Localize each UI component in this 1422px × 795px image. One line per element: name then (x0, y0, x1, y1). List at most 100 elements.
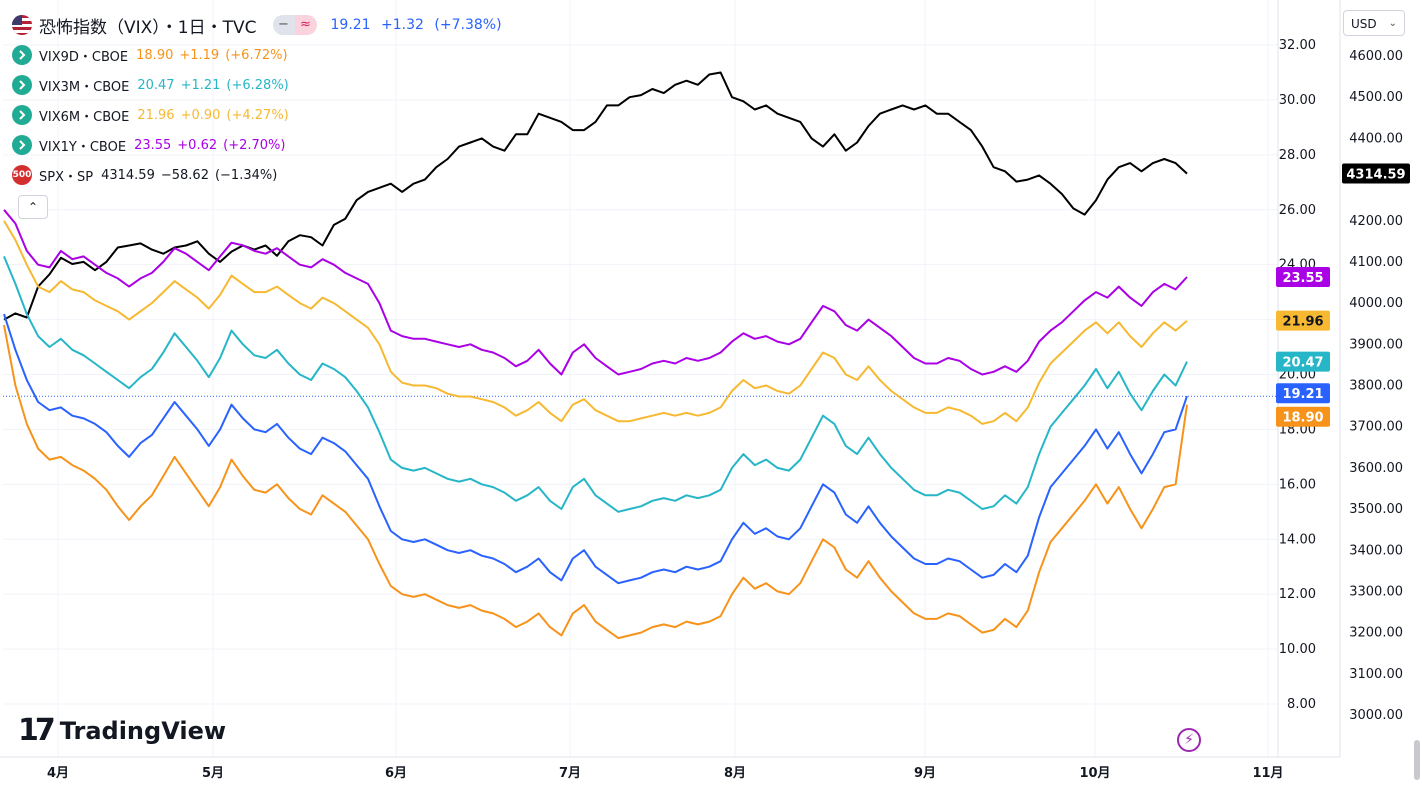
legend-pct: (+6.72%) (225, 47, 288, 63)
legend-pct: (+6.28%) (226, 77, 289, 93)
price-tag-label: 19.21 (1282, 387, 1323, 402)
tradingview-logo[interactable]: 17 TradingView (18, 713, 226, 748)
legend-row[interactable]: VIX1Y・CBOE 23.55 +0.62 (+2.70%) (12, 130, 508, 160)
legend-symbol: VIX3M・CBOE (39, 79, 130, 95)
series-line-spx[interactable] (3, 71, 1188, 321)
tv-logo-mark: 17 (18, 713, 56, 748)
legend-symbol: VIX9D・CBOE (39, 49, 129, 65)
price-tag-label: 20.47 (1282, 356, 1323, 371)
legend-change: −58.62 (160, 167, 209, 183)
left-axis-tick: 10.00 (1279, 642, 1316, 657)
legend-row[interactable]: VIX9D・CBOE 18.90 +1.19 (+6.72%) (12, 40, 508, 70)
legend-row[interactable]: VIX6M・CBOE 21.96 +0.90 (+4.27%) (12, 100, 508, 130)
left-axis-tick: 30.00 (1279, 93, 1316, 108)
left-axis-tick: 32.00 (1279, 38, 1316, 53)
right-axis-tick: 3900.00 (1349, 337, 1403, 352)
right-axis-tick: 3100.00 (1349, 667, 1403, 682)
price-tag-bg (1276, 267, 1330, 288)
right-axis-tick: 4500.00 (1349, 90, 1403, 105)
arrow-right-icon (12, 105, 32, 125)
right-axis-tick: 3300.00 (1349, 584, 1403, 599)
main-values: 19.21 +1.32 (+7.38%) (331, 17, 508, 33)
legend: 恐怖指数（VIX）・1日・TVC − ≈ 19.21 +1.32 (+7.38%… (12, 10, 508, 190)
series-line-vix6m[interactable] (3, 220, 1188, 425)
legend-last: 20.47 (137, 77, 175, 93)
legend-symbol: VIX6M・CBOE (39, 109, 130, 125)
legend-row[interactable]: 500 SPX・SP 4314.59 −58.62 (−1.34%) (12, 160, 508, 190)
right-axis-tick: 3000.00 (1349, 708, 1403, 723)
time-axis-tick: 7月 (559, 766, 581, 781)
lightning-icon[interactable]: ⚡ (1177, 728, 1201, 752)
left-axis-tick: 26.00 (1279, 203, 1316, 218)
legend-change: +1.19 (179, 47, 220, 63)
time-axis-tick: 9月 (914, 766, 936, 781)
price-tag-bg (1276, 310, 1330, 331)
tv-logo-word: TradingView (59, 716, 227, 745)
main-last: 19.21 (330, 17, 371, 33)
legend-last: 18.90 (136, 47, 174, 63)
left-axis-tick: 28.00 (1279, 148, 1316, 163)
legend-last: 4314.59 (101, 167, 155, 183)
right-axis-tick: 3500.00 (1349, 502, 1403, 517)
main-change-pct: (+7.38%) (434, 17, 502, 33)
legend-symbol: SPX・SP (39, 169, 94, 185)
legend-last: 21.96 (137, 107, 175, 123)
legend-symbol: VIX1Y・CBOE (39, 139, 127, 155)
right-axis-tick: 4000.00 (1349, 296, 1403, 311)
price-tag-label: 4314.59 (1346, 168, 1405, 183)
left-axis-tick: 14.00 (1279, 532, 1316, 547)
series-line-vix9d[interactable] (3, 324, 1188, 640)
us-flag-icon (12, 15, 32, 35)
legend-last: 23.55 (134, 137, 172, 153)
time-axis-tick: 6月 (385, 766, 407, 781)
right-axis-tick: 3600.00 (1349, 461, 1403, 476)
series-line-vix3m[interactable] (3, 256, 1188, 513)
legend-pct: (+4.27%) (226, 107, 289, 123)
right-axis-tick: 4600.00 (1349, 49, 1403, 64)
arrow-right-icon (12, 135, 32, 155)
price-tag-label: 23.55 (1282, 271, 1323, 286)
time-axis-tick: 4月 (47, 766, 69, 781)
left-axis-tick: 16.00 (1279, 477, 1316, 492)
series-line-vix1y[interactable] (3, 209, 1188, 376)
legend-change: +0.62 (177, 137, 218, 153)
right-axis-tick: 4200.00 (1349, 214, 1403, 229)
right-axis-tick: 3200.00 (1349, 626, 1403, 641)
series-line-vix[interactable] (3, 313, 1188, 585)
main-symbol-title[interactable]: 恐怖指数（VIX）・1日・TVC (39, 17, 257, 38)
price-tag-label: 21.96 (1282, 315, 1323, 330)
right-axis-tick: 3700.00 (1349, 420, 1403, 435)
legend-change: +0.90 (180, 107, 221, 123)
legend-pct: (−1.34%) (214, 167, 278, 183)
legend-change: +1.21 (180, 77, 221, 93)
right-axis-tick: 3400.00 (1349, 543, 1403, 558)
chart-style-toggle[interactable]: − ≈ (272, 15, 317, 35)
main-change: +1.32 (381, 17, 424, 33)
collapse-legend-button[interactable]: ⌃ (18, 195, 48, 219)
minus-icon[interactable]: − (272, 15, 295, 35)
sp500-badge-icon: 500 (12, 165, 32, 185)
scrollbar[interactable] (1414, 740, 1420, 780)
time-axis-tick: 5月 (202, 766, 224, 781)
arrow-right-icon (12, 45, 32, 65)
right-axis-tick: 4100.00 (1349, 255, 1403, 270)
time-axis-tick: 10月 (1079, 766, 1110, 781)
price-tag-bg (1276, 383, 1330, 404)
currency-label: USD (1351, 17, 1377, 31)
right-axis-tick: 3800.00 (1349, 379, 1403, 394)
left-axis-tick: 8.00 (1287, 697, 1316, 712)
right-axis-tick: 4400.00 (1349, 131, 1403, 146)
price-tag-bg (1276, 406, 1330, 427)
legend-pct: (+2.70%) (223, 137, 286, 153)
currency-selector[interactable]: USD ⌄ (1343, 10, 1405, 36)
legend-row[interactable]: VIX3M・CBOE 20.47 +1.21 (+6.28%) (12, 70, 508, 100)
arrow-right-icon (12, 75, 32, 95)
chevron-down-icon: ⌄ (1388, 18, 1397, 29)
approx-icon[interactable]: ≈ (294, 15, 317, 35)
time-axis-tick: 8月 (724, 766, 746, 781)
price-tag-label: 18.90 (1282, 411, 1323, 426)
left-axis-tick: 12.00 (1279, 587, 1316, 602)
price-tag-bg (1342, 163, 1410, 184)
time-axis-tick: 11月 (1252, 766, 1283, 781)
